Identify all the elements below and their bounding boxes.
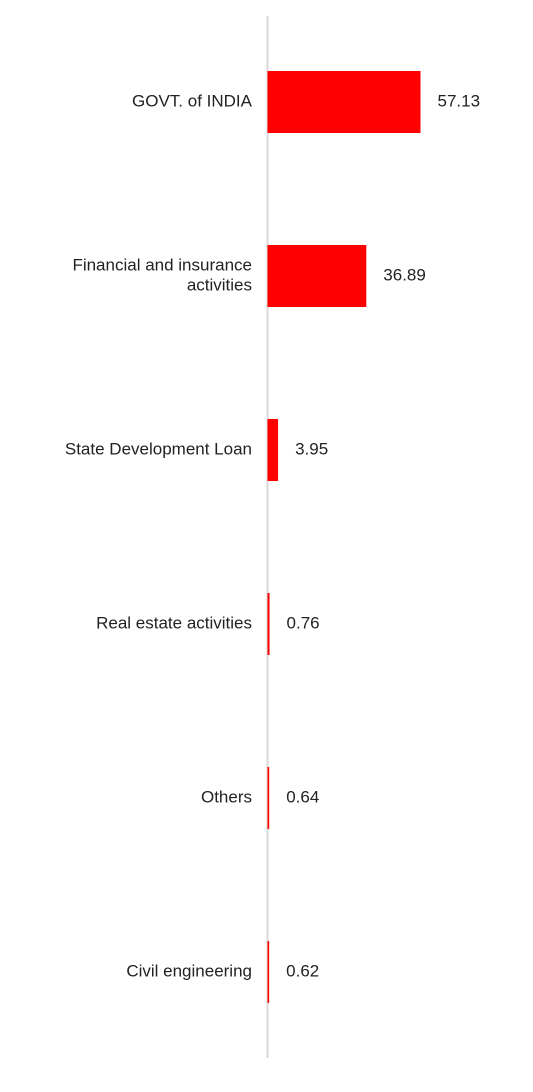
bar-group: State Development Loan 3.95 [65, 419, 328, 481]
bar-group: Real estate activities 0.76 [96, 593, 320, 655]
category-label: GOVT. of INDIA [132, 91, 253, 110]
category-label: Real estate activities [96, 613, 252, 632]
category-label: activities [187, 275, 252, 294]
data-label: 3.95 [295, 439, 328, 458]
category-label: Others [201, 787, 252, 806]
category-label: Financial and insurance [72, 255, 252, 274]
bar [267, 941, 270, 1003]
bars-layer: GOVT. of INDIA 57.13 Financial and insuran… [65, 71, 480, 1003]
data-label: 36.89 [383, 265, 426, 284]
bar [267, 419, 279, 481]
bar [267, 245, 367, 307]
category-label: State Development Loan [65, 439, 252, 458]
bar-group: Civil engineering 0.62 [126, 941, 319, 1003]
bar [267, 593, 270, 655]
data-label: 0.62 [286, 961, 319, 980]
bar [267, 767, 270, 829]
bar-group: Others 0.64 [201, 767, 319, 829]
data-label: 57.13 [438, 91, 481, 110]
data-label: 0.64 [286, 787, 319, 806]
data-label: 0.76 [287, 613, 320, 632]
bar [267, 71, 421, 133]
bar-group: GOVT. of INDIA 57.13 [132, 71, 480, 133]
category-label: Civil engineering [126, 961, 252, 980]
